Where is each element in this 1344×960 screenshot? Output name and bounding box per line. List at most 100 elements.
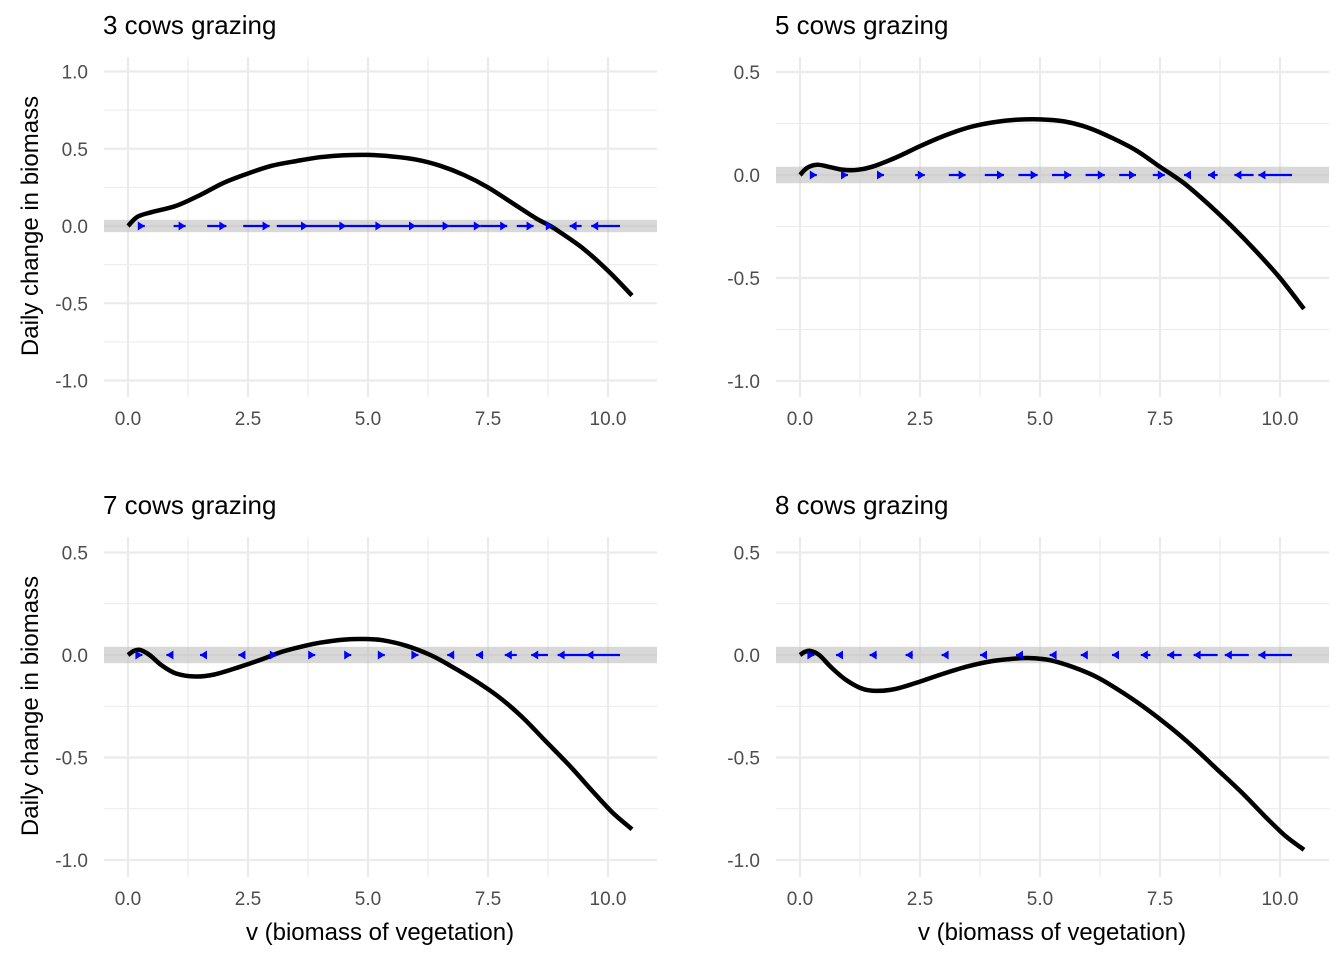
flow-arrow — [531, 650, 548, 660]
x-tick-label: 10.0 — [590, 889, 627, 910]
flow-arrow — [346, 221, 383, 231]
flow-arrow — [416, 221, 450, 231]
flow-arrow — [941, 650, 949, 660]
x-tick-label: 2.5 — [907, 889, 933, 910]
x-tick-label: 0.0 — [115, 889, 141, 910]
flow-arrow — [1112, 650, 1119, 660]
x-tick-label: 0.0 — [787, 889, 813, 910]
arrow-right-icon — [526, 221, 534, 231]
y-tick-label: 1.0 — [62, 63, 88, 84]
flow-arrow — [411, 650, 419, 660]
curve-layer — [126, 636, 634, 832]
arrow-left-icon — [166, 650, 174, 660]
flow-arrow — [449, 221, 481, 231]
arrow-right-icon — [442, 221, 450, 231]
y-tick-label: 0.0 — [734, 166, 760, 187]
flow-arrows — [135, 650, 620, 660]
arrow-right-icon — [301, 221, 308, 231]
flow-arrow — [308, 650, 316, 660]
arrow-left-icon — [238, 650, 246, 660]
biomass-change-curve — [798, 648, 1306, 852]
y-tick-label: 0.0 — [62, 646, 88, 667]
flow-arrow — [1085, 170, 1105, 180]
arrow-left-icon — [1112, 650, 1119, 660]
flow-arrow — [869, 650, 877, 660]
arrow-left-icon — [905, 650, 913, 660]
flow-arrow — [238, 650, 246, 660]
y-tick-label: 0.5 — [734, 63, 760, 84]
flow-arrow — [1258, 650, 1292, 660]
flow-arrow — [308, 221, 347, 231]
arrow-left-icon — [504, 650, 512, 660]
flow-arrow — [591, 221, 620, 231]
flow-arrow — [984, 170, 1004, 180]
x-tick-label: 2.5 — [907, 409, 933, 430]
arrow-right-icon — [877, 170, 884, 180]
y-tick-label: -0.5 — [55, 294, 88, 315]
arrow-left-icon — [586, 650, 594, 660]
flow-arrow — [1080, 650, 1088, 660]
arrow-left-icon — [531, 650, 539, 660]
y-tick-label: -1.0 — [55, 372, 88, 393]
curve-layer — [798, 648, 1306, 852]
x-axis-label: v (biomass of vegetation) — [918, 919, 1186, 946]
arrow-right-icon — [269, 650, 277, 660]
flow-arrow — [1184, 170, 1191, 180]
arrow-left-icon — [1193, 650, 1201, 660]
biomass-change-curve — [798, 117, 1306, 311]
x-tick-label: 2.5 — [235, 889, 261, 910]
arrow-right-icon — [344, 650, 352, 660]
arrow-left-icon — [869, 650, 877, 660]
flow-arrow — [1152, 170, 1165, 180]
x-tick-label: 7.5 — [475, 409, 501, 430]
arrow-left-icon — [1234, 170, 1242, 180]
flow-arrow — [1119, 170, 1136, 180]
flow-arrows — [807, 650, 1292, 660]
arrow-left-icon — [200, 650, 207, 660]
x-tick-label: 10.0 — [590, 409, 627, 430]
arrow-left-icon — [1080, 650, 1088, 660]
flow-arrow — [243, 221, 270, 231]
flow-arrow — [1049, 650, 1057, 660]
x-tick-label: 10.0 — [1262, 889, 1299, 910]
arrow-right-icon — [473, 221, 481, 231]
flow-arrow — [545, 221, 553, 231]
x-tick-label: 0.0 — [115, 409, 141, 430]
x-tick-label: 7.5 — [475, 889, 501, 910]
arrow-right-icon — [219, 221, 227, 231]
arrow-left-icon — [1016, 650, 1023, 660]
arrow-right-icon — [841, 170, 848, 180]
arrow-right-icon — [409, 221, 416, 231]
panel-title: 8 cows grazing — [775, 490, 948, 520]
arrow-left-icon — [1167, 650, 1175, 660]
flow-arrow — [1234, 170, 1254, 180]
arrow-left-icon — [447, 650, 455, 660]
panel-8-cows: 8 cows grazing v (biomass of vegetation)… — [727, 490, 1329, 946]
tick-labels: 0.0 2.5 5.0 7.5 10.0 -1.0 -0.5 0.0 0.5 — [727, 63, 1298, 430]
flow-arrow — [480, 221, 508, 231]
arrow-right-icon — [339, 221, 347, 231]
tick-labels: 0.0 2.5 5.0 7.5 10.0 -1.0 -0.5 0.0 0.5 1.0 — [55, 63, 626, 431]
tick-labels: 0.0 2.5 5.0 7.5 10.0 -1.0 -0.5 0.0 0.5 — [727, 544, 1298, 911]
x-tick-label: 7.5 — [1147, 409, 1173, 430]
arrow-right-icon — [545, 221, 553, 231]
y-tick-label: 0.5 — [62, 544, 88, 565]
flow-arrows — [809, 170, 1292, 180]
x-tick-label: 0.0 — [787, 409, 813, 430]
arrow-left-icon — [1224, 650, 1232, 660]
flow-arrow — [344, 650, 352, 660]
panel-title: 7 cows grazing — [103, 490, 276, 520]
flow-arrow — [137, 221, 145, 231]
arrow-right-icon — [377, 650, 385, 660]
y-tick-label: 0.5 — [62, 140, 88, 161]
arrow-left-icon — [591, 221, 599, 231]
arrow-right-icon — [1129, 170, 1136, 180]
flow-arrow — [1208, 170, 1218, 180]
x-tick-label: 5.0 — [1027, 409, 1053, 430]
arrow-right-icon — [375, 221, 383, 231]
panel-title: 5 cows grazing — [775, 10, 948, 40]
y-tick-label: 0.0 — [734, 646, 760, 667]
biomass-change-curve — [126, 636, 634, 832]
grid — [776, 57, 1329, 397]
flow-arrow — [377, 650, 385, 660]
